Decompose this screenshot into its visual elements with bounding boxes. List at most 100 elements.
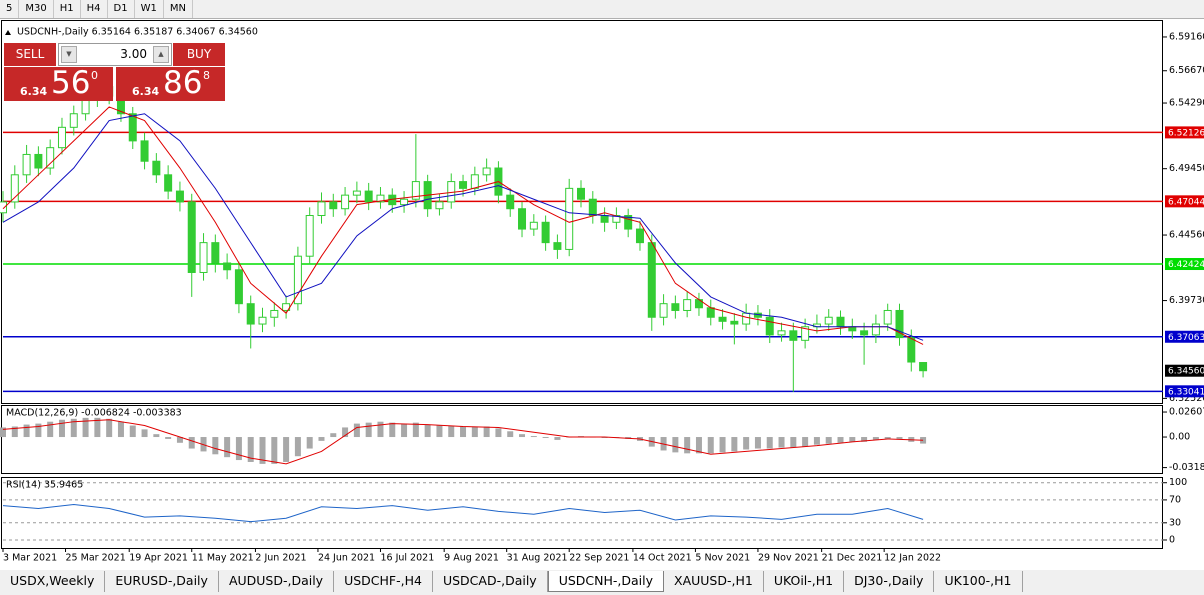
- macd-bar: [424, 424, 431, 438]
- level-label: 6.52126: [1168, 128, 1204, 138]
- level-label: 6.37063: [1168, 333, 1204, 343]
- timeframe-button[interactable]: M30: [19, 0, 54, 18]
- sell-button[interactable]: SELL: [4, 43, 56, 66]
- candle-body: [317, 201, 326, 217]
- macd-bar: [247, 437, 254, 462]
- macd-bar: [165, 437, 172, 439]
- candle-body: [765, 316, 774, 336]
- x-tick-label: 29 Nov 2021: [758, 553, 819, 564]
- macd-bar: [920, 437, 927, 444]
- macd-bar: [790, 437, 797, 448]
- y-tick-label: 70: [1169, 494, 1181, 505]
- chart-tab[interactable]: USDCHF-,H4: [334, 571, 433, 592]
- chart-tab[interactable]: EURUSD-,Daily: [105, 571, 219, 592]
- macd-bar: [153, 434, 160, 438]
- candle-body: [223, 262, 232, 271]
- timeframe-button[interactable]: W1: [135, 0, 164, 18]
- macd-bar: [896, 437, 903, 439]
- timeframe-toolbar: 5 M30 H1 H4 D1 W1 MN: [0, 0, 1204, 19]
- chart-tab[interactable]: USDCAD-,Daily: [433, 571, 548, 592]
- lots-input[interactable]: ▼ 3.00 ▲: [58, 43, 172, 66]
- candle-body: [659, 303, 668, 318]
- level-tag: [1165, 126, 1204, 139]
- candle-body: [506, 194, 515, 210]
- chart-tab[interactable]: USDX,Weekly: [0, 571, 106, 592]
- candle-body: [683, 299, 692, 311]
- x-tick-label: 16 Jul 2021: [380, 553, 434, 564]
- candle-body: [883, 309, 892, 325]
- macd-bar: [389, 422, 396, 438]
- candle-body: [541, 221, 550, 244]
- timeframe-button[interactable]: 5: [0, 0, 20, 18]
- macd-bar: [861, 437, 868, 442]
- chart-tab[interactable]: AUDUSD-,Daily: [219, 571, 335, 592]
- macd-bar: [58, 419, 65, 438]
- macd-bar: [743, 437, 750, 450]
- y-tick-label: 30: [1169, 517, 1181, 528]
- macd-bar: [82, 417, 89, 438]
- candle-body: [411, 181, 420, 200]
- indicator-line: [2, 419, 924, 465]
- macd-bar: [106, 418, 113, 438]
- timeframe-button[interactable]: MN: [164, 0, 193, 18]
- macd-bar: [70, 418, 77, 438]
- candle-body: [600, 215, 609, 223]
- macd-bar: [306, 437, 313, 449]
- lots-up[interactable]: ▲: [153, 46, 169, 63]
- macd-bar: [342, 427, 349, 438]
- macd-bar: [778, 437, 785, 448]
- macd-bar: [542, 437, 549, 438]
- timeframe-button[interactable]: H4: [81, 0, 108, 18]
- macd-bar: [235, 437, 242, 461]
- timeframe-button[interactable]: D1: [108, 0, 135, 18]
- chart-tabs: USDX,Weekly EURUSD-,Daily AUDUSD-,Daily USD…: [0, 571, 1204, 592]
- macd-bar: [483, 426, 490, 438]
- candle-body: [258, 316, 267, 325]
- y-tick-label: 100: [1169, 477, 1187, 488]
- candle-body: [588, 198, 597, 217]
- candle-body: [718, 316, 727, 322]
- candle-body: [305, 215, 314, 257]
- candle-body: [329, 201, 338, 210]
- level-label: 6.47044: [1168, 197, 1204, 207]
- ask-price[interactable]: 6.34 86 8: [116, 65, 225, 101]
- timeframe-button[interactable]: H1: [54, 0, 81, 18]
- macd-bar: [365, 422, 372, 438]
- y-tick-label: -0.03187: [1169, 462, 1204, 473]
- candle-body: [152, 160, 161, 176]
- candle-body: [175, 190, 184, 203]
- macd-bar: [23, 424, 30, 438]
- bid-prefix: 6.34: [20, 85, 48, 98]
- macd-bar: [813, 437, 820, 445]
- macd-bar: [283, 437, 290, 462]
- chart-tab[interactable]: USDCNH-,Daily: [547, 571, 665, 592]
- current-price-tag: [1165, 364, 1204, 377]
- ask-point: 8: [203, 69, 210, 82]
- lots-down[interactable]: ▼: [61, 46, 77, 63]
- rsi-line: [2, 503, 924, 523]
- candle-body: [164, 174, 173, 192]
- candle-body: [140, 140, 149, 162]
- macd-bar: [754, 437, 761, 449]
- x-tick-label: 19 Apr 2021: [129, 553, 188, 564]
- buy-button[interactable]: BUY: [173, 43, 225, 66]
- bid-price[interactable]: 6.34 56 0: [4, 65, 113, 101]
- candle-body: [577, 187, 585, 200]
- macd-bar: [117, 421, 124, 438]
- chart-tab[interactable]: UKOil-,H1: [764, 571, 845, 592]
- macd-bar: [837, 437, 844, 443]
- y-tick-label: 0.00: [1169, 432, 1190, 443]
- one-click-trading: SELL ▼ 3.00 ▲ BUY 6.34 56 0 6.34 86 8: [4, 43, 225, 101]
- level-tag: [1165, 258, 1204, 271]
- chart-tab[interactable]: DJ30-,Daily: [844, 571, 935, 592]
- macd-bar: [271, 437, 278, 464]
- macd-bar: [530, 436, 537, 438]
- macd-bar: [695, 437, 702, 454]
- x-tick-label: 2 Jun 2021: [255, 553, 306, 564]
- chart-tab[interactable]: XAUUSD-,H1: [664, 571, 764, 592]
- ask-pips: 86: [163, 65, 203, 101]
- collapse-icon[interactable]: [5, 30, 11, 35]
- chart-tab[interactable]: UK100-,H1: [934, 571, 1023, 592]
- macd-bar: [766, 437, 773, 449]
- macd-bar: [94, 417, 101, 438]
